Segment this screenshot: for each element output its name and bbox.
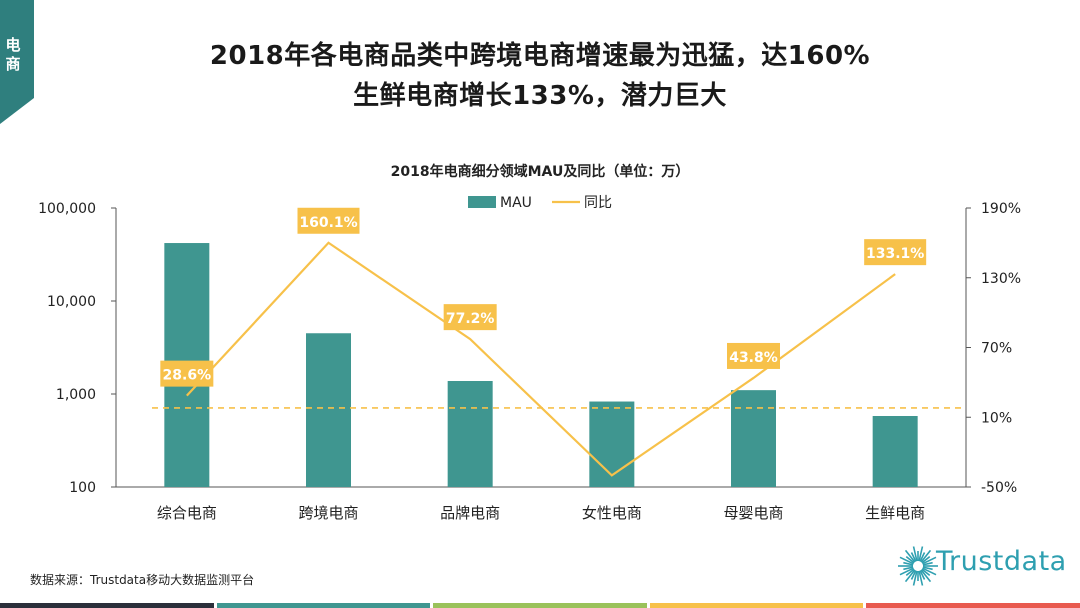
yoy-line (186, 241, 896, 477)
headline-line-2: 生鲜电商增长133%，潜力巨大 (353, 81, 727, 111)
right-tick-label: 190% (981, 201, 1021, 217)
logo-ray (918, 570, 924, 586)
mau-bar (589, 401, 635, 487)
bottom-bar-segment (216, 603, 431, 608)
data-source: 数据来源：Trustdata移动大数据监测平台 (30, 573, 255, 587)
mau-bar (731, 390, 776, 487)
left-tick-label: 10,000 (47, 294, 96, 310)
left-tick-label: 100,000 (38, 201, 96, 217)
right-tick-label: 130% (981, 271, 1021, 287)
category-label: 女性电商 (582, 504, 642, 522)
logo-ray (921, 556, 931, 564)
right-tick-label: 70% (981, 341, 1012, 357)
bottom-bar-segment (0, 603, 214, 608)
logo-ray (921, 568, 931, 576)
bottom-color-bar (0, 603, 1080, 608)
bottom-bar-segment (433, 603, 647, 608)
right-tick-label: -50% (981, 480, 1017, 496)
legend-yoy-label: 同比 (584, 195, 612, 211)
logo-ray (920, 569, 932, 583)
category-label: 跨境电商 (298, 504, 358, 522)
data-label-bg (727, 342, 780, 369)
data-label: 160.1% (299, 215, 357, 231)
data-label: 77.2% (446, 311, 495, 327)
left-tick-label: 100 (69, 480, 96, 496)
data-label: 43.8% (729, 350, 778, 366)
category-label: 品牌电商 (440, 504, 500, 522)
trustdata-logo: Trustdata (896, 538, 1072, 594)
section-tag-shape (0, 0, 34, 124)
logo-ray (912, 570, 918, 586)
logo-ray (899, 567, 914, 576)
section-tag: 电商 (0, 0, 34, 124)
chart: 2018年电商细分领域MAU及同比（单位：万） 100 1,000 10,000 100… (38, 163, 1021, 522)
logo-ray (904, 569, 916, 583)
logo-text: Trustdata (936, 546, 1067, 577)
logo-ray (904, 549, 916, 563)
logo-ray (905, 568, 915, 576)
mau-bar (447, 380, 493, 487)
chart-title: 2018年电商细分领域MAU及同比（单位：万） (391, 163, 690, 180)
logo-ray (903, 566, 914, 571)
logo-ray (903, 561, 914, 566)
logo-ray (920, 549, 932, 563)
logo-ray (899, 556, 914, 565)
category-label: 综合电商 (157, 504, 217, 522)
bottom-bar-segment (649, 603, 864, 608)
section-tag-label: 电商 (5, 36, 21, 73)
logo-burst-icon (898, 546, 938, 586)
logo-ray (922, 561, 933, 566)
logo-ray (922, 566, 933, 571)
logo-ray (919, 570, 926, 580)
data-label-bg (864, 239, 927, 266)
category-label: 母婴电商 (723, 504, 783, 522)
logo-ray (922, 567, 937, 576)
legend-mau-swatch (468, 196, 496, 208)
mau-bar (872, 416, 918, 487)
logo-ray (919, 552, 926, 562)
left-tick-label: 1,000 (56, 387, 96, 403)
logo-ray (912, 546, 918, 562)
right-tick-label: 10% (981, 410, 1012, 426)
data-label-bg (160, 360, 214, 387)
legend-mau-label: MAU (500, 195, 532, 211)
logo-ray (910, 552, 917, 562)
logo-ray (922, 556, 937, 565)
data-label-bg (297, 207, 360, 234)
data-label: 133.1% (866, 246, 924, 262)
logo-ray (918, 546, 924, 562)
logo-ray (910, 570, 917, 580)
mau-bar (306, 333, 351, 487)
headline-line-1: 2018年各电商品类中跨境电商增速最为迅猛，达160% (209, 41, 871, 71)
page-headline: 2018年各电商品类中跨境电商增速最为迅猛，达160% 生鲜电商增长133%，潜… (0, 36, 1080, 116)
category-label: 生鲜电商 (865, 504, 925, 522)
data-label-bg (443, 304, 497, 331)
logo-ray (905, 556, 915, 564)
bottom-bar-segment (866, 603, 1080, 608)
data-label: 28.6% (163, 368, 212, 384)
